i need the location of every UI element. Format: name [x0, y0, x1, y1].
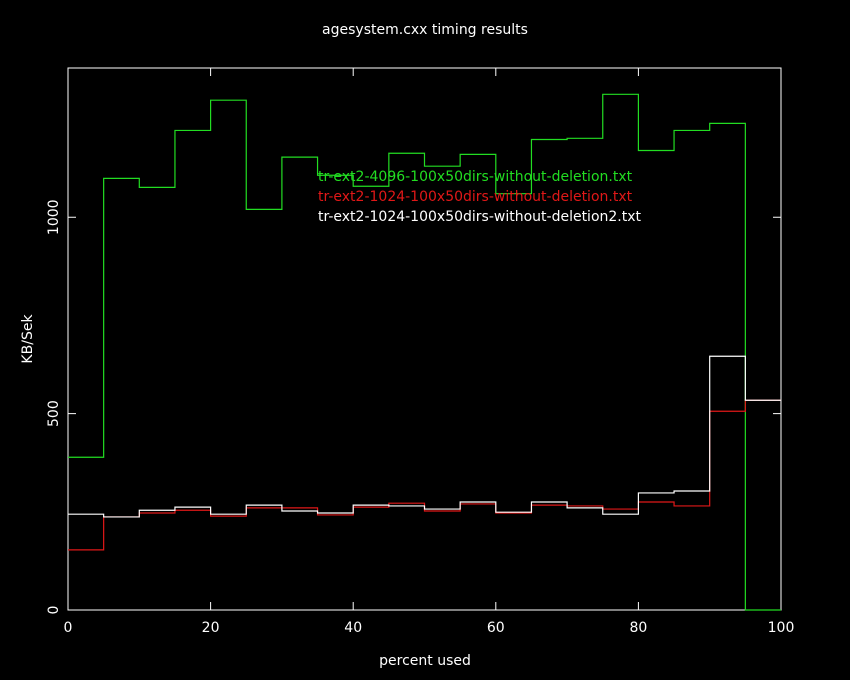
x-tick-label: 60: [487, 620, 505, 636]
x-axis-label: percent used: [379, 653, 471, 669]
legend-entry: tr-ext2-1024-100x50dirs-without-deletion…: [318, 189, 633, 205]
plot-border: [67, 67, 782, 611]
y-tick-label: 500: [46, 400, 62, 427]
x-tick-label: 80: [629, 620, 647, 636]
chart-title: agesystem.cxx timing results: [322, 22, 528, 38]
step-line: [68, 355, 781, 518]
x-tick-label: 100: [768, 620, 795, 636]
legend-entry: tr-ext2-1024-100x50dirs-without-deletion…: [318, 209, 642, 225]
x-tick-label: 40: [344, 620, 362, 636]
x-tick-label: 0: [64, 620, 73, 636]
x-tick-label: 20: [202, 620, 220, 636]
y-axis-label: KB/Sek: [20, 314, 36, 364]
step-line: [68, 93, 781, 611]
y-tick-label: 0: [46, 606, 62, 615]
y-tick-label: 1000: [46, 199, 62, 235]
legend-entry: tr-ext2-4096-100x50dirs-without-deletion…: [318, 169, 633, 185]
step-line: [68, 399, 781, 551]
